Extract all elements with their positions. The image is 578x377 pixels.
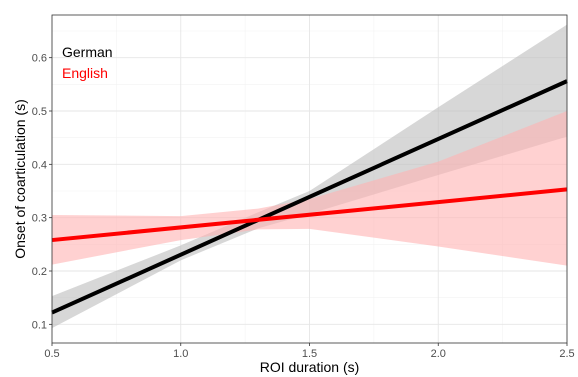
y-tick-label: 0.6: [32, 53, 47, 65]
confidence-band-german: [52, 24, 567, 329]
x-axis: 0.5 1.0 1.5 2.0 2.5: [44, 343, 575, 360]
x-tick-label: 1.0: [173, 348, 188, 360]
y-tick-label: 0.2: [32, 266, 47, 278]
legend: German English: [62, 44, 113, 81]
y-axis: 0.1 0.2 0.3 0.4 0.5 0.6: [32, 53, 52, 331]
y-axis-title: Onset of coarticulation (s): [12, 99, 28, 259]
y-tick-label: 0.1: [32, 319, 47, 331]
y-tick-label: 0.3: [32, 213, 47, 225]
legend-entry-english: English: [62, 65, 108, 81]
legend-entry-german: German: [62, 44, 113, 60]
x-tick-label: 0.5: [44, 348, 59, 360]
series-line-english: [51, 187, 568, 243]
x-axis-title: ROI duration (s): [260, 359, 360, 375]
y-tick-label: 0.4: [32, 159, 47, 171]
x-tick-label: 2.0: [431, 348, 446, 360]
series-line-german: [51, 79, 568, 315]
x-tick-label: 1.5: [302, 348, 317, 360]
x-tick-label: 2.5: [559, 348, 574, 360]
regression-lines: [51, 79, 568, 315]
y-tick-label: 0.5: [32, 106, 47, 118]
